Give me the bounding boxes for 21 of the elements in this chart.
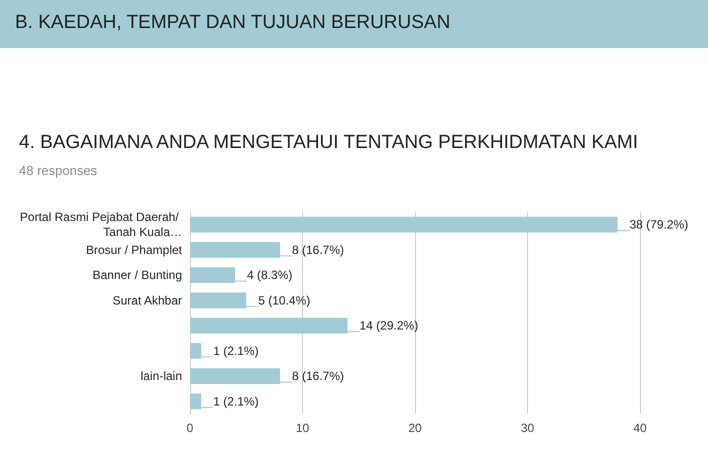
data-label: 4 (8.3%): [247, 268, 292, 282]
text: 48 responses: [19, 163, 98, 178]
data-label: 8 (16.7%): [292, 242, 344, 257]
x-tick-label: 40: [633, 421, 647, 435]
data-label: 38 (79.2%): [630, 218, 688, 232]
x-tick-label: 20: [408, 421, 422, 435]
x-tick-label: 30: [520, 421, 534, 435]
x-tick-label: 0: [186, 421, 194, 435]
data-label: 14 (29.2%): [360, 318, 418, 333]
y-tick-label: Banner / Bunting: [92, 268, 182, 282]
x-tick-label: 10: [296, 421, 310, 435]
y-tick-label: Surat Akhbar: [112, 293, 182, 308]
y-tick-label: Brosur / Phamplet: [86, 242, 183, 257]
y-tick-label: Portal Rasmi Pejabat Daerah/ Tanah Kuala…: [20, 210, 182, 240]
chart-title: 4. BAGAIMANA ANDA MENGETAHUI TENTANG PERKHIDMATAN KAMI: [19, 132, 638, 153]
data-label: 1 (2.1%): [213, 344, 259, 358]
header-banner: B. KAEDAH, TEMPAT DAN TUJUAN BERURUSAN: [0, 0, 708, 48]
y-tick-label: lain-lain: [140, 369, 182, 384]
data-label: 5 (10.4%): [258, 293, 310, 308]
data-label: 8 (16.7%): [292, 369, 344, 384]
data-label: 1 (2.1%): [213, 394, 259, 408]
